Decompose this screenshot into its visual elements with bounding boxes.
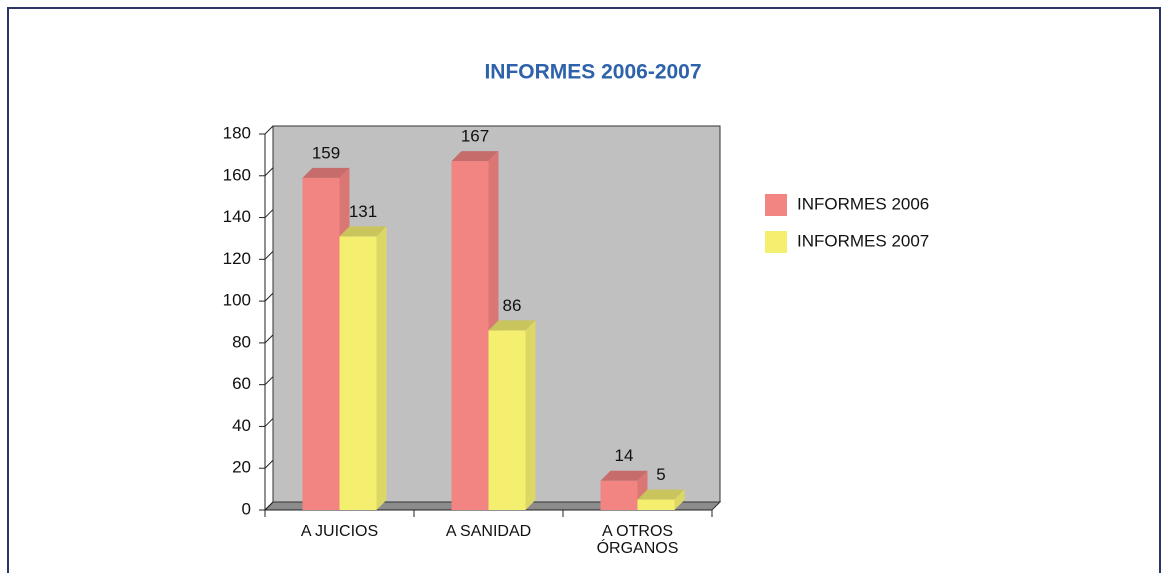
legend-label: INFORMES 2007 bbox=[797, 231, 929, 250]
bar-front bbox=[488, 330, 526, 510]
y-tick-depth bbox=[264, 209, 274, 218]
bar-front bbox=[600, 480, 638, 510]
legend-swatch bbox=[765, 194, 787, 216]
bar-front bbox=[339, 236, 377, 510]
bar-top bbox=[302, 167, 350, 178]
y-tick-label: 60 bbox=[232, 374, 251, 393]
value-label: 167 bbox=[461, 127, 489, 146]
y-tick-depth bbox=[264, 376, 274, 386]
y-tick-depth bbox=[264, 334, 274, 344]
y-tick-depth bbox=[264, 125, 274, 135]
x-tick-label: A OTROS ÓRGANOS bbox=[596, 523, 679, 557]
y-tick-depth bbox=[264, 459, 274, 469]
bar-top bbox=[339, 226, 387, 237]
y-tick-depth bbox=[264, 292, 274, 302]
y-tick-label: 80 bbox=[232, 332, 251, 351]
value-label: 5 bbox=[656, 465, 665, 484]
bar-side bbox=[674, 489, 685, 510]
y-tick-label: 40 bbox=[232, 416, 251, 435]
x-tick-label: A JUICIOS bbox=[300, 523, 379, 540]
bar-side bbox=[376, 226, 387, 510]
bar-top bbox=[637, 489, 685, 500]
x-tick-label: A SANIDAD bbox=[445, 523, 532, 540]
y-tick-label: 0 bbox=[242, 499, 251, 518]
y-tick-depth bbox=[264, 418, 274, 427]
legend-swatch bbox=[765, 231, 787, 253]
y-tick-label: 100 bbox=[223, 291, 251, 310]
value-label: 131 bbox=[349, 202, 377, 221]
chart-title: INFORMES 2006-2007 bbox=[484, 61, 701, 84]
legend-label: INFORMES 2006 bbox=[797, 194, 929, 213]
value-label: 14 bbox=[615, 446, 634, 465]
bar-top bbox=[488, 320, 536, 331]
y-tick-label: 180 bbox=[223, 123, 251, 142]
bar-front bbox=[637, 499, 675, 510]
y-tick-label: 20 bbox=[232, 458, 251, 477]
bar-side bbox=[525, 320, 536, 510]
value-label: 159 bbox=[312, 143, 340, 162]
bar-top bbox=[600, 470, 648, 481]
y-tick-label: 140 bbox=[223, 207, 251, 226]
bar-top bbox=[451, 151, 499, 162]
y-tick-depth bbox=[264, 501, 274, 511]
y-tick-depth bbox=[264, 250, 274, 260]
y-tick-depth bbox=[264, 167, 274, 177]
bar-front bbox=[302, 177, 340, 510]
y-tick-label: 120 bbox=[223, 249, 251, 268]
value-label: 86 bbox=[503, 296, 522, 315]
y-tick-label: 160 bbox=[223, 165, 251, 184]
bar-front bbox=[451, 161, 489, 510]
